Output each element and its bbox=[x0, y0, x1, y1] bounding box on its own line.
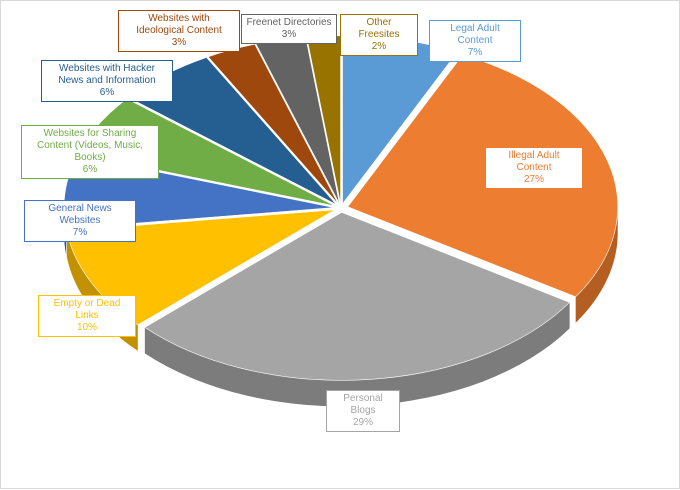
callout-hacker-news: Websites with Hacker News and Informatio… bbox=[41, 60, 173, 102]
slice-side-1 bbox=[575, 206, 618, 323]
slice-value-label: 6% bbox=[99, 87, 115, 98]
slice-side-2 bbox=[144, 302, 570, 407]
slice-label: Freenet Directories bbox=[246, 17, 332, 28]
slice-2 bbox=[144, 211, 571, 381]
slice-label: General News Websites bbox=[48, 203, 112, 226]
slice-label: Personal Blogs bbox=[343, 393, 383, 416]
slice-label: Legal Adult Content bbox=[450, 23, 500, 46]
callout-freenet-directories: Freenet Directories 3% bbox=[241, 14, 337, 44]
callout-sharing-content: Websites for Sharing Content (Videos, Mu… bbox=[21, 125, 159, 179]
slice-label: Illegal Adult Content bbox=[508, 150, 560, 173]
callout-personal-blogs: Personal Blogs 29% bbox=[326, 390, 400, 432]
slice-value-label: 7% bbox=[72, 227, 88, 238]
callout-other-freesites: Other Freesites 2% bbox=[340, 14, 418, 56]
slice-label: Other Freesites bbox=[358, 17, 400, 40]
slice-1 bbox=[347, 54, 618, 298]
callout-ideological-content: Websites with Ideological Content 3% bbox=[118, 10, 240, 52]
slice-value-label: 6% bbox=[82, 164, 98, 175]
slice-value-label: 7% bbox=[467, 47, 483, 58]
callout-legal-adult-content: Legal Adult Content 7% bbox=[429, 20, 521, 62]
callout-illegal-adult-content: Illegal Adult Content 27% bbox=[485, 147, 583, 189]
slice-label: Empty or Dead Links bbox=[53, 298, 121, 321]
slice-label: Websites for Sharing Content (Videos, Mu… bbox=[37, 128, 143, 163]
callout-general-news-websites: General News Websites 7% bbox=[24, 200, 136, 242]
slice-value-label: 27% bbox=[523, 174, 544, 185]
slice-value-label: 2% bbox=[371, 41, 387, 52]
slice-label: Websites with Hacker News and Informatio… bbox=[58, 63, 156, 86]
slice-label: Websites with Ideological Content bbox=[136, 13, 222, 36]
slice-value-label: 10% bbox=[76, 322, 97, 333]
slice-value-label: 3% bbox=[171, 37, 187, 48]
slice-value-label: 29% bbox=[352, 417, 373, 428]
callout-empty-or-dead-links: Empty or Dead Links 10% bbox=[38, 295, 136, 337]
slice-value-label: 3% bbox=[281, 29, 297, 40]
